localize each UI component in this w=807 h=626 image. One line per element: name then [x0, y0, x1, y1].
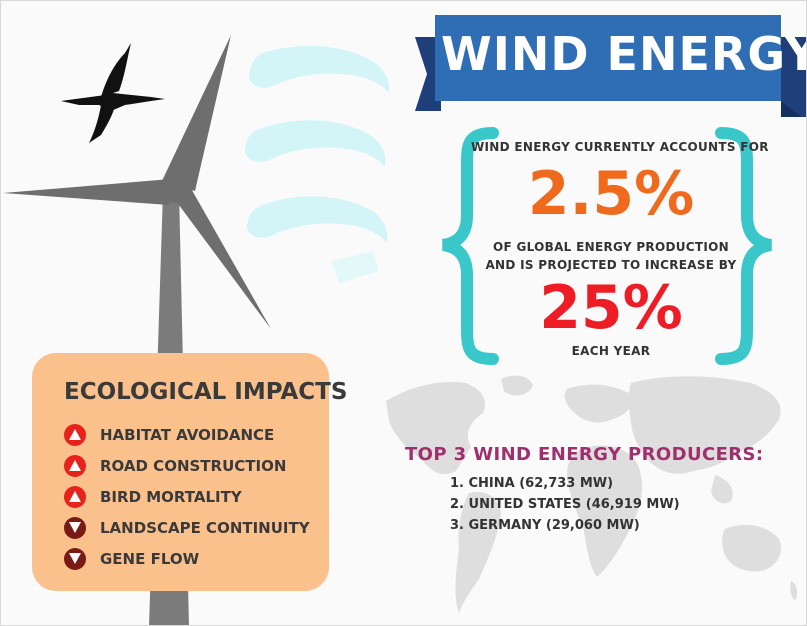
ecological-impacts-card: ECOLOGICAL IMPACTS HABITAT AVOIDANCE ROAD… — [32, 353, 347, 591]
producers-list: 1. CHINA (62,733 MW) 2. UNITED STATES (46… — [450, 473, 680, 536]
triangle-up-icon — [64, 485, 86, 508]
triangle-up-icon — [64, 454, 86, 477]
map-africa — [567, 445, 643, 577]
title-banner — [415, 15, 806, 117]
stat-middle-text-1: OF GLOBAL ENERGY PRODUCTION — [493, 240, 729, 254]
banner-main — [435, 15, 781, 101]
impact-label: BIRD MORTALITY — [100, 487, 242, 506]
map-southeast-asia — [711, 475, 733, 504]
impact-label: LANDSCAPE CONTINUITY — [100, 518, 310, 537]
impact-label: HABITAT AVOIDANCE — [100, 425, 275, 444]
triangle-up-icon — [64, 423, 86, 446]
stat-middle-text-2: AND IS PROJECTED TO INCREASE BY — [485, 258, 737, 272]
map-greenland — [501, 375, 533, 396]
turbine-blade-left — [3, 179, 171, 205]
banner-fold-right-shadow — [781, 101, 801, 117]
impact-item: GENE FLOW — [64, 543, 310, 574]
impact-label: ROAD CONSTRUCTION — [100, 456, 287, 475]
impact-label: GENE FLOW — [100, 549, 200, 568]
banner-fold-left — [415, 37, 441, 111]
stat-intro-text: WIND ENERGY CURRENTLY ACCOUNTS FOR — [471, 140, 769, 154]
impact-item: BIRD MORTALITY — [64, 481, 310, 512]
map-south-america — [455, 491, 501, 613]
stats-panel: WIND ENERGY CURRENTLY ACCOUNTS FOR 2.5% … — [471, 131, 769, 361]
producer-item: 3. GERMANY (29,060 MW) — [450, 518, 640, 533]
producer-item: 1. CHINA (62,733 MW) — [450, 476, 614, 491]
bird-silhouette — [61, 43, 165, 143]
map-north-america — [386, 381, 486, 475]
impact-item: HABITAT AVOIDANCE — [64, 419, 310, 450]
impact-item: ROAD CONSTRUCTION — [64, 450, 310, 481]
impact-item: LANDSCAPE CONTINUITY — [64, 512, 310, 543]
turbine-blade-right — [173, 185, 271, 329]
page-title: WIND ENERGY — [441, 27, 807, 81]
banner-fold-right — [781, 37, 806, 117]
map-asia — [628, 376, 781, 474]
world-map-graphic — [386, 375, 798, 613]
ecological-impacts-title: ECOLOGICAL IMPACTS — [64, 379, 348, 405]
map-new-zealand — [790, 581, 798, 601]
growth-rate-value: 25% — [539, 273, 683, 343]
turbine-hub — [165, 183, 185, 203]
current-share-value: 2.5% — [527, 159, 695, 229]
map-australia — [722, 524, 781, 572]
turbine-blade-top — [161, 35, 231, 191]
producer-item: 2. UNITED STATES (46,919 MW) — [450, 497, 680, 512]
right-brace — [715, 127, 773, 365]
stat-end-text: EACH YEAR — [571, 344, 651, 358]
map-europe — [564, 384, 632, 423]
left-brace — [441, 127, 499, 365]
triangle-down-icon — [64, 547, 86, 570]
producers-title: TOP 3 WIND ENERGY PRODUCERS: — [405, 444, 764, 465]
curly-braces — [441, 127, 773, 365]
triangle-down-icon — [64, 516, 86, 539]
wind-swirl-graphic — [245, 45, 390, 283]
ecological-impacts-list: HABITAT AVOIDANCE ROAD CONSTRUCTION BIRD M… — [64, 419, 310, 574]
